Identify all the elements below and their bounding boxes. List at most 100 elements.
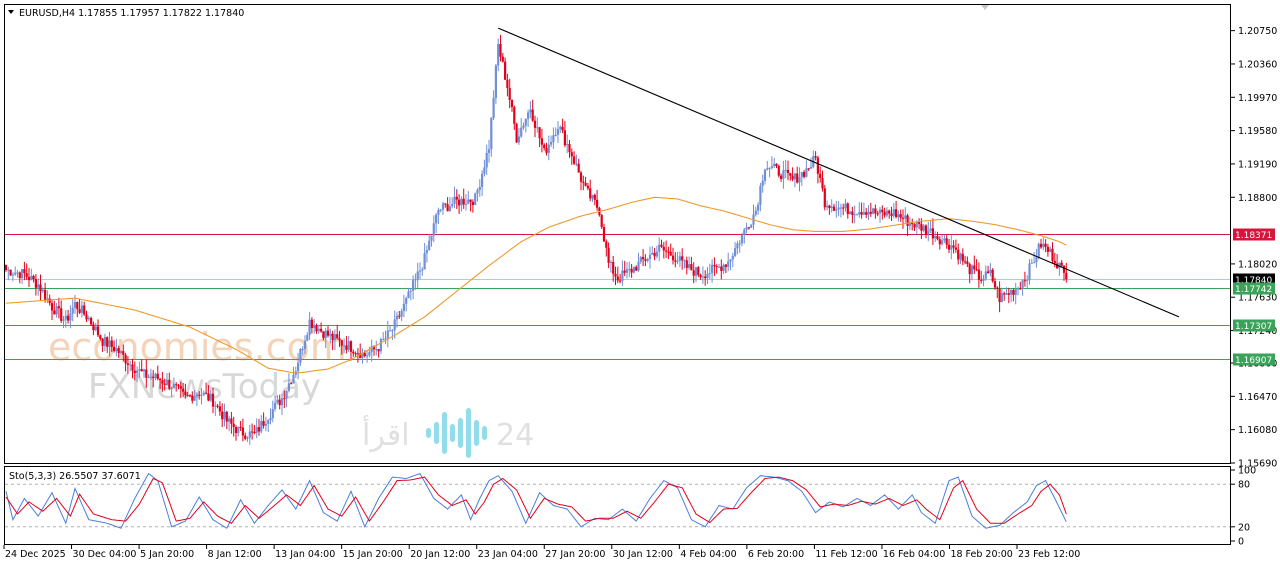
chart-title: EURUSD,H4 1.17855 1.17957 1.17822 1.1784… — [19, 8, 244, 19]
price-tick-label: 1.17240 — [1238, 326, 1277, 337]
price-tick-label: 1.18800 — [1238, 193, 1277, 204]
candle-bull — [437, 210, 440, 215]
candle-bull — [246, 437, 249, 439]
stochastic-main-line — [5, 472, 1067, 529]
candle-bear — [876, 213, 879, 215]
candle-bull — [862, 212, 865, 215]
candle-bull — [524, 118, 527, 126]
candle-bull — [393, 319, 396, 331]
candle-bull — [591, 194, 594, 199]
candle-bear — [257, 427, 261, 432]
stochastic-tick-label: 20 — [1238, 522, 1250, 533]
candle-bull — [73, 302, 77, 308]
candle-bear — [60, 308, 63, 321]
candle-bull — [837, 207, 840, 210]
candle-bear — [780, 175, 783, 179]
candle-bear — [145, 369, 148, 378]
candle-bull — [678, 256, 681, 261]
candle-bear — [326, 330, 330, 336]
candle-bull — [922, 225, 925, 231]
candle-bear — [531, 109, 534, 121]
candle-bear — [832, 206, 836, 211]
candle-bull — [370, 346, 373, 353]
level-label-resistance — [1233, 228, 1275, 241]
candle-bear — [936, 236, 939, 240]
candle-bull — [333, 334, 336, 340]
candle-bull — [467, 199, 470, 204]
candle-bear — [662, 246, 665, 251]
candle-bear — [177, 385, 180, 387]
candle-bear — [823, 188, 826, 208]
candle-bull — [87, 318, 90, 320]
candle-bear — [888, 210, 891, 214]
candle-bull — [754, 210, 757, 215]
time-tick-label: 30 Dec 04:00 — [73, 549, 137, 560]
candle-bull — [839, 207, 842, 209]
candle-bear — [860, 212, 863, 215]
candle-bear — [803, 171, 806, 177]
dropdown-triangle-icon[interactable] — [8, 10, 14, 14]
candle-bear — [501, 56, 504, 62]
candle-bear — [338, 338, 341, 341]
candle-bull — [481, 173, 484, 187]
candle-bear — [957, 249, 960, 260]
candle-bull — [382, 339, 385, 341]
candle-bear — [846, 203, 849, 215]
candle-bull — [108, 340, 111, 347]
candle-bear — [913, 224, 916, 228]
candle-bear — [545, 148, 548, 153]
candle-bear — [791, 175, 794, 180]
candle-bear — [446, 204, 449, 212]
candle-bear — [671, 255, 675, 261]
candle-bear — [704, 276, 707, 279]
level-label-text: 1.16907 — [1235, 356, 1272, 366]
candle-bear — [5, 264, 8, 271]
trendline-line[interactable] — [497, 27, 1180, 318]
price-axis: 1.20750 1.20360 1.19970 1.19580 1.19190 1.188… — [1231, 26, 1277, 470]
candle-bear — [320, 328, 323, 332]
candle-bull — [228, 418, 231, 422]
chart-shift-marker-icon[interactable] — [981, 5, 989, 10]
candle-bull — [1030, 262, 1033, 264]
candle-bull — [324, 330, 327, 339]
candle-bear — [828, 205, 831, 209]
candle-bear — [975, 269, 978, 271]
candle-bull — [71, 307, 74, 314]
candle-bear — [796, 173, 799, 183]
candle-bull — [727, 261, 730, 267]
candle-bull — [658, 244, 661, 252]
candle-bear — [168, 380, 171, 389]
candle-bear — [345, 345, 348, 350]
candle-bull — [46, 298, 49, 300]
candle-bear — [715, 266, 718, 268]
candle-bull — [529, 109, 532, 113]
time-tick-label: 8 Jan 12:00 — [208, 549, 262, 560]
candle-bear — [991, 269, 994, 282]
candle-bull — [915, 221, 918, 228]
candle-bull — [14, 272, 17, 275]
price-tick-label: 1.19580 — [1238, 126, 1277, 137]
candle-bear — [1056, 263, 1059, 269]
candle-bear — [681, 256, 684, 261]
candle-bear — [1060, 262, 1063, 266]
candle-bear — [163, 383, 166, 385]
candle-bull — [798, 177, 801, 183]
candle-bull — [299, 349, 302, 363]
candle-bull — [740, 234, 744, 244]
stochastic-title: Sto(5,3,3) 26.5507 37.6071 — [9, 471, 141, 482]
candle-bear — [179, 386, 182, 389]
price-tick-label: 1.19970 — [1238, 93, 1277, 104]
candle-bear — [973, 265, 976, 270]
candle-bull — [64, 315, 67, 320]
candle-bear — [354, 353, 357, 355]
candle-bull — [136, 370, 139, 373]
candle-bear — [713, 264, 716, 267]
candle-bear — [816, 157, 819, 174]
candle-bear — [32, 275, 35, 280]
time-tick-label: 30 Jan 12:00 — [613, 549, 673, 560]
candle-bull — [1037, 243, 1040, 258]
candle-bear — [570, 152, 573, 157]
candle-bear — [48, 298, 51, 304]
candle-bull — [485, 152, 488, 168]
price-tick-label: 1.20360 — [1238, 59, 1277, 70]
